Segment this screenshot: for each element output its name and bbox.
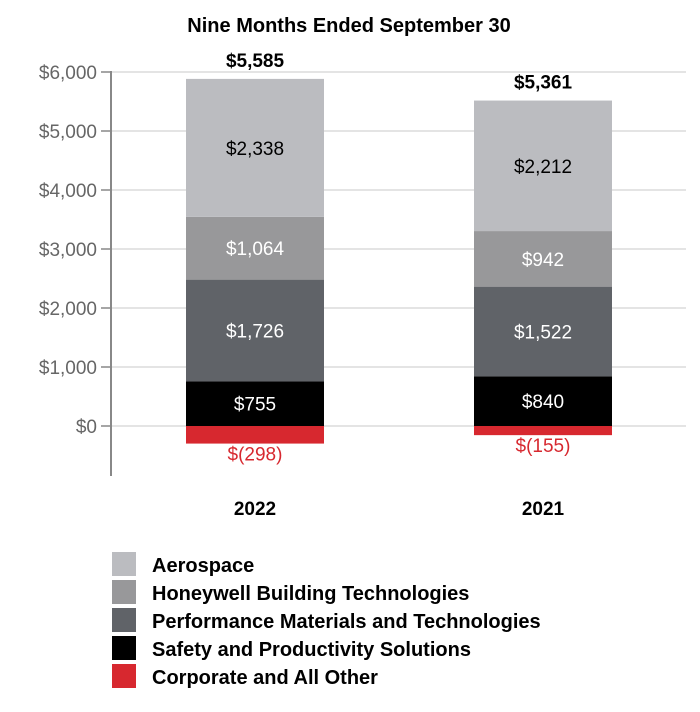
bar-segment-negative — [474, 426, 612, 436]
bar-segment — [474, 100, 612, 232]
legend-label: Honeywell Building Technologies — [152, 583, 469, 605]
y-tick-label: $1,000 — [39, 358, 97, 379]
y-axis: $0 $1,000 $2,000 $3,000 $4,000 $5,000 $6,000 — [39, 63, 112, 476]
y-tick-label: $6,000 — [39, 63, 97, 84]
data-label: $755 — [234, 395, 276, 416]
total-label: $5,585 — [226, 51, 285, 72]
bar-segment — [186, 78, 324, 217]
y-tick-label: $2,000 — [39, 299, 97, 320]
legend-swatch — [112, 664, 136, 688]
bar-segment — [474, 286, 612, 377]
data-label: $2,212 — [514, 157, 572, 178]
bars: $755 $1,726 $1,064 $2,338 $(298) $5,585 2022 $8… — [186, 51, 612, 520]
y-tick-label: $3,000 — [39, 240, 97, 261]
bar-segment — [186, 381, 324, 426]
data-label: $1,522 — [514, 323, 572, 344]
data-label: $(155) — [516, 436, 571, 457]
chart-title: Nine Months Ended September 30 — [187, 15, 510, 37]
data-label: $1,064 — [226, 239, 285, 260]
x-tick-label: 2022 — [234, 499, 276, 520]
legend-swatch — [112, 636, 136, 660]
bar-segment — [186, 279, 324, 382]
y-tick-label: $0 — [76, 417, 97, 438]
legend: Aerospace Honeywell Building Technologies… — [112, 552, 541, 689]
bar-segment — [186, 216, 324, 280]
y-tick-label: $4,000 — [39, 181, 97, 202]
legend-label: Performance Materials and Technologies — [152, 611, 541, 633]
bar-segment — [474, 231, 612, 287]
legend-label: Aerospace — [152, 555, 254, 577]
legend-swatch — [112, 552, 136, 576]
data-label: $942 — [522, 250, 564, 271]
y-tick-label: $5,000 — [39, 122, 97, 143]
x-tick-label: 2021 — [522, 499, 565, 520]
data-label: $1,726 — [226, 322, 284, 343]
data-label: $(298) — [228, 445, 283, 466]
legend-swatch — [112, 580, 136, 604]
legend-label: Corporate and All Other — [152, 667, 378, 689]
bar-segment — [474, 376, 612, 426]
legend-swatch — [112, 608, 136, 632]
data-label: $2,338 — [226, 139, 284, 160]
data-label: $840 — [522, 392, 564, 413]
total-label: $5,361 — [514, 73, 573, 94]
legend-label: Safety and Productivity Solutions — [152, 639, 471, 661]
bar-segment-negative — [186, 426, 324, 444]
